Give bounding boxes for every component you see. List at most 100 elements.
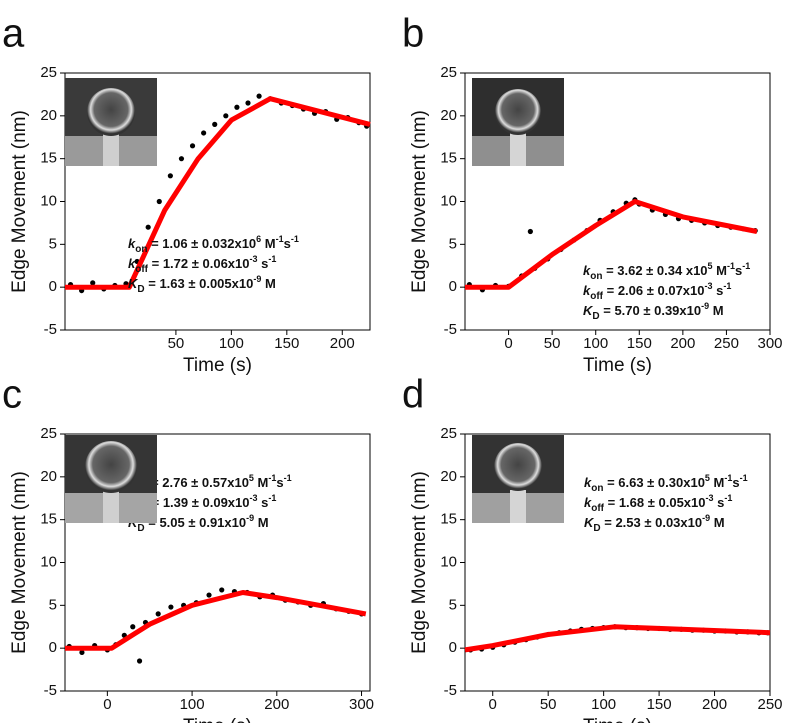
x-tick-label: 100: [180, 696, 205, 713]
x-tick-label: 200: [702, 696, 727, 713]
y-tick-label: 5: [49, 235, 57, 252]
annotation-part: -3: [704, 281, 712, 291]
annotation-part: -1: [268, 493, 276, 503]
x-tick-label: 150: [647, 696, 672, 713]
data-point: [219, 587, 225, 593]
annotation: koff = 1.68 ± 0.05x10-3 s-1: [584, 493, 732, 513]
annotation-part: -1: [284, 473, 292, 483]
x-tick-label: 300: [349, 696, 374, 713]
x-axis-label: Time (s): [183, 716, 252, 723]
y-tick-label: 15: [40, 150, 57, 167]
x-axis-label: Time (s): [583, 716, 652, 723]
annotation-part: -3: [705, 493, 713, 503]
y-tick-label: 0: [49, 639, 57, 656]
x-tick-label: 250: [757, 696, 782, 713]
annotation: KD = 5.70 ± 0.39x10-9 M: [583, 301, 724, 321]
x-tick-label: 0: [489, 696, 497, 713]
y-tick-label: 20: [40, 468, 57, 485]
y-axis-label: Edge Movement (nm): [409, 471, 430, 654]
data-point: [145, 224, 151, 230]
x-tick-label: 100: [591, 696, 616, 713]
y-tick-label: -5: [444, 682, 457, 699]
annotation-part: = 1.68 ± 0.05x10: [604, 495, 705, 510]
y-tick-label: 20: [440, 468, 457, 485]
annotation-part: k: [128, 236, 136, 251]
x-tick-label: 50: [540, 696, 557, 713]
x-tick-label: 200: [330, 335, 355, 352]
data-point: [130, 624, 136, 630]
annotation-part: s: [732, 475, 739, 490]
y-tick-label: 10: [440, 192, 457, 209]
panel-letter: d: [402, 373, 424, 417]
annotation-part: on: [590, 271, 602, 282]
data-point: [527, 228, 533, 235]
annotation-part: s: [713, 283, 724, 298]
annotation-part: D: [592, 311, 599, 322]
annotation-part: M: [710, 515, 724, 530]
annotation-part: = 6.63 ± 0.30x10: [603, 475, 704, 490]
annotation-part: s: [276, 475, 283, 490]
panel-letter: a: [2, 12, 25, 56]
y-tick-label: 0: [449, 639, 457, 656]
annotation-part: K: [584, 515, 595, 530]
y-tick-label: 20: [440, 107, 457, 124]
y-tick-label: 5: [449, 596, 457, 613]
annotation-part: -1: [291, 234, 299, 244]
x-tick-label: 200: [264, 696, 289, 713]
inset-d: [472, 435, 564, 523]
annotation: KD = 1.63 ± 0.005x10-9 M: [128, 274, 276, 294]
annotation-part: on: [591, 483, 603, 494]
annotation-part: off: [135, 264, 148, 275]
y-tick-label: 5: [449, 235, 457, 252]
annotation-part: -1: [724, 493, 732, 503]
y-tick-label: -5: [44, 321, 57, 338]
annotation-part: = 5.70 ± 0.39x10: [600, 303, 701, 318]
data-point: [212, 121, 218, 127]
fit-line: [464, 624, 771, 653]
data-point: [79, 649, 85, 656]
annotation-part: k: [128, 256, 136, 271]
inset-a: [65, 78, 157, 166]
data-point: [206, 592, 212, 598]
annotation: koff = 1.72 ± 0.06x10-3 s-1: [128, 254, 276, 274]
y-tick-label: 10: [40, 553, 57, 570]
annotation-part: = 3.62 ± 0.34 x10: [602, 263, 707, 278]
annotation-part: -9: [253, 274, 261, 284]
annotation-part: -9: [246, 513, 254, 523]
annotation-part: 5: [705, 473, 710, 483]
annotation: kon = 1.06 ± 0.032x106 M-1s-1: [128, 234, 299, 254]
annotation-part: on: [135, 244, 147, 255]
annotation-part: -1: [268, 473, 276, 483]
annotation-part: = 1.39 ± 0.09x10: [148, 495, 249, 510]
data-point: [201, 130, 207, 136]
annotation-part: k: [584, 475, 592, 490]
data-point: [245, 100, 251, 106]
fit-line: [465, 199, 758, 290]
y-tick-label: -5: [44, 682, 57, 699]
data-point: [156, 198, 162, 205]
annotation-part: s: [714, 495, 725, 510]
annotation-part: k: [583, 283, 591, 298]
annotation-part: D: [593, 523, 600, 534]
annotation-part: -9: [701, 301, 709, 311]
data-point: [90, 280, 96, 286]
inset-c: [65, 435, 157, 523]
annotation-part: 6: [256, 234, 261, 244]
annotation-part: k: [584, 495, 592, 510]
annotation-part: 5: [708, 261, 713, 271]
fit-line: [65, 590, 367, 651]
annotation-part: s: [258, 256, 269, 271]
x-tick-label: 50: [168, 335, 185, 352]
annotation-part: = 2.06 ± 0.07x10: [603, 283, 704, 298]
x-tick-label: 150: [627, 335, 652, 352]
data-point: [189, 143, 196, 149]
annotation: KD = 2.53 ± 0.03x10-9 M: [584, 513, 725, 533]
annotation-part: -1: [268, 254, 276, 264]
annotation: kon = 3.62 ± 0.34 x105 M-1s-1: [583, 261, 750, 281]
annotation-part: D: [137, 523, 144, 534]
annotation-part: -3: [249, 493, 257, 503]
data-point: [178, 156, 185, 162]
annotation-part: M: [254, 515, 268, 530]
y-tick-label: 25: [40, 64, 57, 81]
